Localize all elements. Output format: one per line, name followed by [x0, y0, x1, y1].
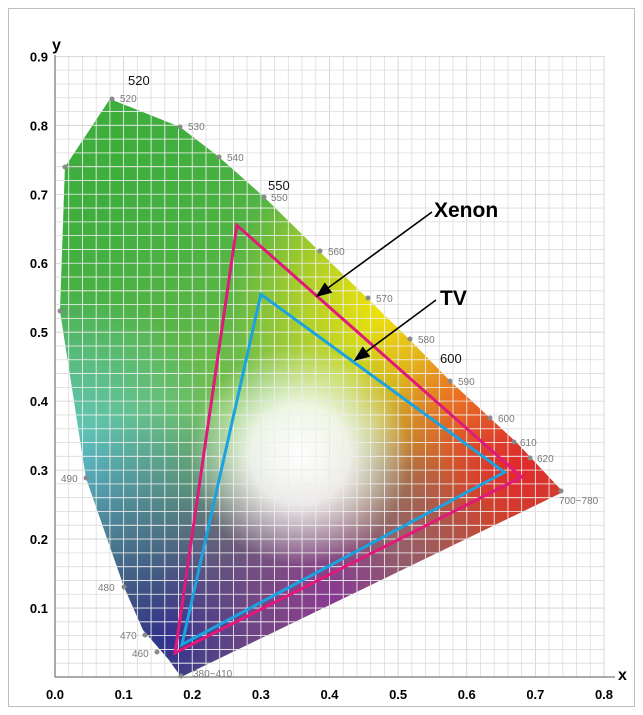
wl-label: 590	[458, 377, 475, 388]
wl-label: 570	[376, 294, 393, 305]
axes	[54, 55, 615, 678]
wl-label: 490	[61, 474, 78, 485]
wl-label: 530	[188, 122, 205, 133]
point-510	[62, 164, 68, 170]
point-380	[178, 673, 184, 679]
point-530	[177, 124, 183, 130]
point-520	[109, 96, 115, 102]
wl-label: 610	[520, 438, 537, 449]
point-540	[216, 154, 222, 160]
wl-label-large: 550	[268, 178, 290, 193]
wl-label-large: 600	[440, 351, 462, 366]
tick-labels: 0.0 0.1 0.2 0.3 0.4 0.5 0.6 0.7 0.8 0.1 0.2 0.3 0.4 0…	[30, 49, 613, 702]
x-tick-label: 0.8	[595, 687, 613, 702]
x-tick-label: 0.6	[458, 687, 476, 702]
wl-label-large: 520	[128, 73, 150, 88]
x-tick-label: 0.0	[46, 687, 64, 702]
x-tick-label: 0.3	[252, 687, 270, 702]
y-tick-label: 0.4	[30, 394, 49, 409]
point-570	[365, 295, 371, 301]
point-460	[154, 649, 160, 655]
wl-label: 510	[68, 163, 85, 174]
y-tick-label: 0.9	[30, 49, 48, 64]
x-axis-title: x	[618, 667, 627, 684]
point-620	[527, 455, 533, 461]
gamut-triangles	[173, 222, 525, 656]
tv-label: TV	[440, 287, 467, 310]
wl-label: 540	[227, 153, 244, 164]
callouts: Xenon TV	[315, 199, 498, 361]
y-axis-title: y	[52, 37, 61, 54]
x-tick-label: 0.2	[183, 687, 201, 702]
wl-label: 700~780	[559, 496, 599, 507]
wl-label: 520	[120, 94, 137, 105]
wl-label: 550	[271, 193, 288, 204]
x-tick-label: 0.1	[115, 687, 133, 702]
wl-label: 560	[328, 247, 345, 258]
point-560	[317, 248, 323, 254]
wl-label: 620	[537, 454, 554, 465]
y-tick-label: 0.3	[30, 463, 48, 478]
wavelength-labels-large: 520 550 600	[128, 73, 462, 366]
x-tick-label: 0.5	[389, 687, 407, 702]
y-tick-label: 0.1	[30, 601, 48, 616]
wl-label: 580	[418, 335, 435, 346]
point-480	[121, 584, 127, 590]
wl-label: 480	[98, 583, 115, 594]
xenon-gamut-triangle	[173, 222, 525, 656]
y-tick-label: 0.7	[30, 187, 48, 202]
point-490	[83, 475, 89, 481]
wl-label: 500	[63, 307, 80, 318]
y-tick-label: 0.8	[30, 118, 48, 133]
spectral-points	[57, 96, 564, 679]
xenon-label: Xenon	[434, 199, 498, 222]
point-610	[511, 439, 517, 445]
point-500	[57, 308, 63, 314]
wl-label: 600	[498, 414, 515, 425]
point-590	[447, 378, 453, 384]
y-tick-label: 0.2	[30, 532, 48, 547]
tv-arrow	[353, 299, 437, 361]
point-580	[407, 336, 413, 342]
wl-label: 460	[132, 649, 149, 660]
point-700	[558, 488, 564, 494]
wl-label: 380~410	[193, 669, 233, 680]
x-tick-label: 0.4	[320, 687, 339, 702]
point-550	[261, 194, 267, 200]
tv-gamut-triangle	[179, 291, 508, 648]
diagram-frame	[8, 8, 635, 707]
point-600	[487, 415, 493, 421]
y-tick-label: 0.6	[30, 256, 48, 271]
y-tick-label: 0.5	[30, 325, 48, 340]
wl-label: 470	[120, 631, 137, 642]
xenon-arrow	[315, 211, 433, 297]
point-470	[142, 632, 148, 638]
x-tick-label: 0.7	[526, 687, 544, 702]
wavelength-labels: 520 530 540 550 560 570 580 590 600 610 …	[61, 94, 599, 680]
